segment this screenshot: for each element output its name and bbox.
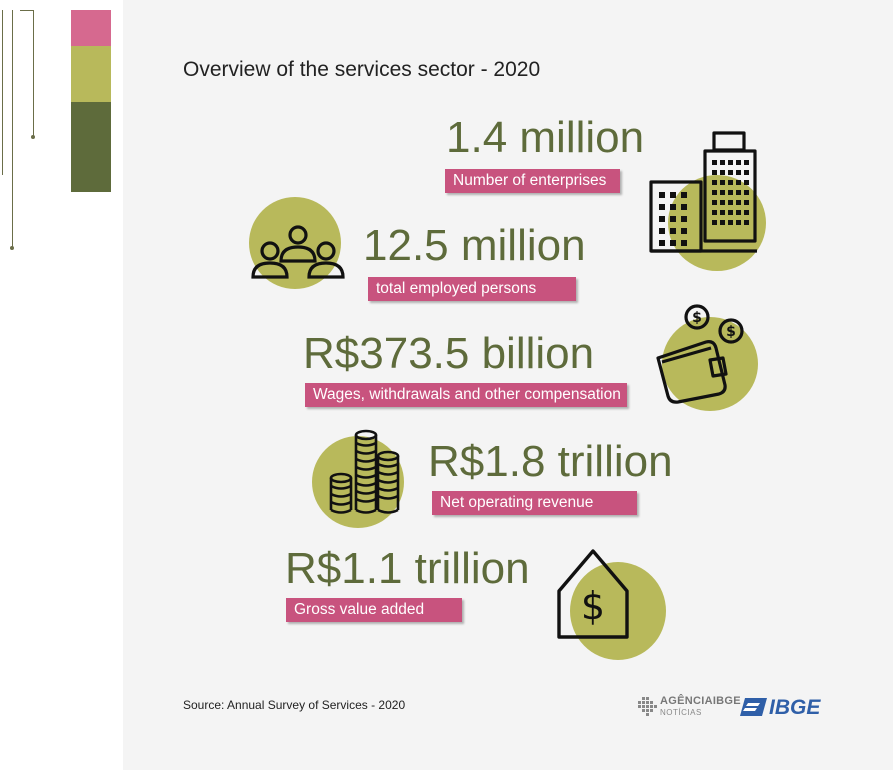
color-bar-pink (71, 10, 111, 46)
brazil-map-icon (638, 697, 657, 716)
agencia-ibge-logo: AGÊNCIAIBGE NOTÍCIAS (636, 694, 741, 720)
agencia-noticias-wordmark: NOTÍCIAS (660, 708, 702, 717)
house-dollar-icon: $ (557, 549, 629, 639)
page-title: Overview of the services sector - 2020 (183, 58, 541, 81)
svg-text:$: $ (726, 324, 736, 340)
coin-stacks-icon (329, 429, 400, 514)
decor-line-outer (2, 10, 3, 175)
wallet-icon: $ $ (656, 304, 744, 404)
decor-line-middle (12, 10, 13, 248)
stat-label-enterprises: Number of enterprises (445, 169, 620, 193)
svg-text:$: $ (692, 310, 702, 326)
stat-value-enterprises: 1.4 million (446, 113, 645, 162)
stat-label-wages: Wages, withdrawals and other compensatio… (305, 383, 627, 407)
decor-line-inner (33, 10, 34, 136)
stat-value-revenue: R$1.8 trillion (428, 437, 673, 486)
svg-text:$: $ (581, 584, 605, 628)
stat-value-gross-value: R$1.1 trillion (285, 544, 530, 593)
decor-dot-inner (31, 135, 35, 139)
buildings-icon (649, 131, 757, 253)
ibge-emblem-icon (740, 698, 767, 716)
stat-label-gross-value: Gross value added (286, 598, 462, 622)
source-note: Source: Annual Survey of Services - 2020 (183, 698, 406, 712)
agencia-ibge-wordmark: AGÊNCIAIBGE (660, 695, 741, 707)
stat-value-employed: 12.5 million (363, 221, 586, 270)
stat-value-wages: R$373.5 billion (303, 329, 595, 378)
color-bar-olive-dark (71, 102, 111, 192)
ibge-wordmark: IBGE (769, 696, 821, 719)
decor-dot-middle (10, 246, 14, 250)
decor-hook-top (20, 10, 33, 11)
stat-label-revenue: Net operating revenue (432, 491, 637, 515)
people-icon (251, 225, 345, 279)
ibge-logo: IBGE (740, 695, 835, 721)
stat-label-employed: total employed persons (368, 277, 576, 301)
color-bar-olive-light (71, 46, 111, 102)
